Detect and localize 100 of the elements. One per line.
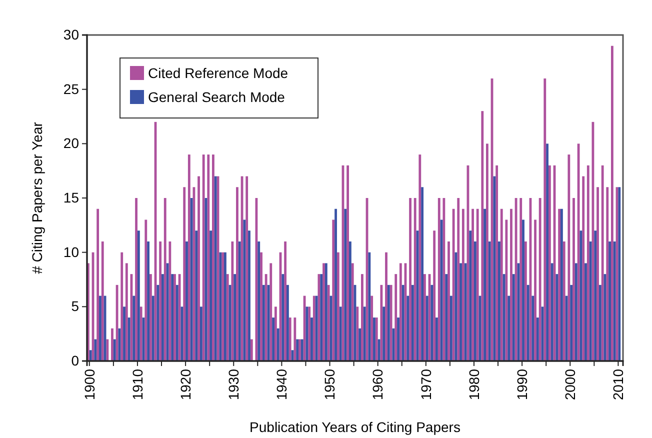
bar (596, 187, 599, 361)
bar (598, 284, 602, 361)
bar (610, 46, 614, 361)
y-tick-label: 25 (63, 80, 80, 97)
bar (308, 306, 311, 361)
bar (414, 198, 416, 361)
bar (140, 306, 142, 361)
bar (348, 241, 352, 361)
bar (310, 318, 313, 361)
bar (210, 230, 212, 361)
bar (472, 208, 474, 361)
bar (399, 263, 402, 361)
bar (334, 208, 337, 361)
bar (336, 252, 340, 361)
bar (538, 198, 542, 361)
bar (312, 296, 316, 361)
bar (200, 306, 202, 361)
bar (430, 284, 434, 361)
bar (536, 318, 539, 361)
bar (380, 284, 383, 361)
x-tick-label: 1940 (274, 368, 290, 400)
bar (608, 241, 611, 361)
bar (517, 263, 520, 361)
bar (300, 339, 304, 361)
bar (373, 318, 376, 361)
y-tick-label: 20 (63, 135, 80, 152)
bar (356, 306, 359, 361)
bar (344, 208, 347, 361)
bar (474, 241, 476, 361)
x-tick-label: 1900 (81, 368, 98, 400)
bar (454, 252, 458, 361)
bar (460, 263, 462, 361)
y-axis-title: # Citing Papers per Year (29, 122, 45, 274)
bar (238, 241, 241, 361)
bar (397, 318, 400, 361)
bar (214, 176, 217, 361)
bar (510, 208, 512, 361)
bar (118, 328, 121, 361)
bar (156, 284, 160, 361)
bar (106, 339, 109, 361)
bar (522, 220, 524, 361)
bar (198, 176, 200, 361)
bar (174, 274, 176, 361)
bar (385, 252, 388, 361)
bar (520, 198, 522, 361)
bar (288, 318, 292, 361)
bar (351, 263, 354, 361)
bar (332, 220, 335, 361)
bar (418, 154, 422, 361)
bar (582, 176, 585, 361)
bar (224, 252, 226, 361)
bar (149, 274, 152, 361)
bar (411, 284, 414, 361)
bar (120, 252, 124, 361)
bar (171, 274, 174, 361)
bar (526, 284, 530, 361)
bar (601, 165, 604, 361)
x-axis-title: Publication Years of Citing Papers (250, 419, 460, 435)
bar (448, 241, 450, 361)
y-tick-label: 15 (63, 189, 80, 206)
bar (286, 284, 289, 361)
bar (339, 306, 342, 361)
bar (222, 252, 224, 361)
bar (274, 306, 277, 361)
bar (324, 263, 328, 361)
x-tick-label: 1950 (322, 368, 338, 400)
bar (556, 274, 558, 361)
bar (438, 198, 440, 361)
bar (159, 241, 162, 361)
bar (442, 198, 446, 361)
bar (322, 263, 325, 361)
bar (113, 339, 116, 361)
bar (123, 306, 126, 361)
bar (207, 154, 210, 361)
bar (226, 274, 229, 361)
bar (152, 296, 154, 361)
bar (534, 220, 536, 361)
bar (618, 187, 621, 361)
bar (550, 263, 554, 361)
bar (258, 241, 260, 361)
bar (128, 318, 130, 361)
bar (493, 176, 496, 361)
bar (306, 306, 308, 361)
bar (234, 274, 236, 361)
bar (162, 274, 164, 361)
bar (370, 296, 374, 361)
bar (572, 198, 575, 361)
bar (574, 263, 578, 361)
x-tick-label: 1980 (466, 368, 482, 400)
bar (382, 306, 386, 361)
bar (546, 144, 548, 361)
bar (264, 274, 268, 361)
x-tick-label: 1920 (177, 368, 194, 400)
bar (464, 263, 467, 361)
bar (488, 241, 491, 361)
bar (484, 208, 486, 361)
bar (613, 241, 616, 361)
bar (498, 241, 500, 361)
bar (212, 154, 214, 361)
bar (570, 284, 573, 361)
